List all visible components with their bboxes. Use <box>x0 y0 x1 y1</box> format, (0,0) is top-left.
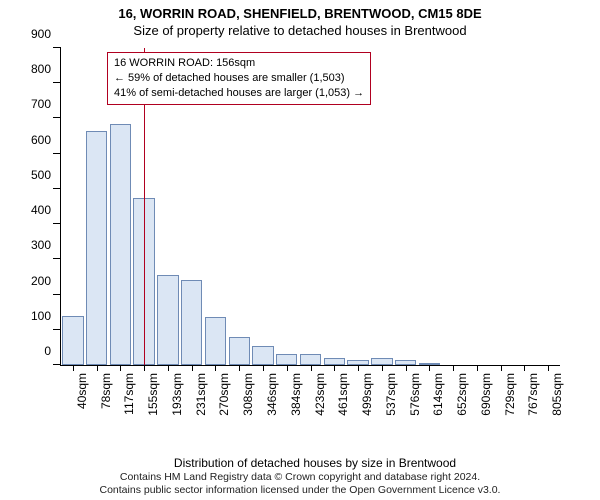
histogram-chart: Number of detached properties 0 100 200 … <box>60 48 570 418</box>
xtick-label: 78sqm <box>99 373 113 409</box>
ytick-label: 500 <box>31 168 61 182</box>
ytick-label: 600 <box>31 133 61 147</box>
ytick-label: 0 <box>44 344 61 358</box>
xtick-label: 270sqm <box>217 373 231 416</box>
ytick-label: 200 <box>31 274 61 288</box>
histogram-bar <box>300 354 321 365</box>
xtick-label: 537sqm <box>384 373 398 416</box>
histogram-bar <box>276 354 297 365</box>
bar-slot: 40sqm <box>61 48 85 365</box>
bar-slot: 805sqm <box>536 48 560 365</box>
histogram-bar <box>62 316 83 365</box>
subject-annotation-box: 16 WORRIN ROAD: 156sqm ← 59% of detached… <box>107 52 371 105</box>
xtick-label: 576sqm <box>408 373 422 416</box>
bar-slot: 690sqm <box>465 48 489 365</box>
xtick-label: 461sqm <box>336 373 350 416</box>
histogram-bar <box>157 275 178 365</box>
xtick-label: 652sqm <box>455 373 469 416</box>
xtick-label: 308sqm <box>241 373 255 416</box>
xtick-label: 384sqm <box>289 373 303 416</box>
annotation-line: ← 59% of detached houses are smaller (1,… <box>114 71 364 86</box>
xtick-label: 193sqm <box>170 373 184 416</box>
histogram-bar <box>324 358 345 365</box>
histogram-bar <box>205 317 226 365</box>
histogram-bar <box>181 280 202 365</box>
xtick-label: 499sqm <box>360 373 374 416</box>
ytick-label: 900 <box>31 27 61 41</box>
xtick-label: 729sqm <box>503 373 517 416</box>
annotation-line: 16 WORRIN ROAD: 156sqm <box>114 56 364 71</box>
bar-slot: 652sqm <box>441 48 465 365</box>
bar-slot: 767sqm <box>513 48 537 365</box>
xtick-label: 614sqm <box>431 373 445 416</box>
histogram-bar <box>86 131 107 365</box>
page-title-address: 16, WORRIN ROAD, SHENFIELD, BRENTWOOD, C… <box>0 0 600 21</box>
attribution-footer: Contains HM Land Registry data © Crown c… <box>0 471 600 497</box>
xtick-label: 423sqm <box>313 373 327 416</box>
xtick-label: 690sqm <box>479 373 493 416</box>
ytick-label: 800 <box>31 62 61 76</box>
histogram-bar <box>371 358 392 365</box>
xtick-label: 346sqm <box>265 373 279 416</box>
xtick-label: 117sqm <box>122 373 136 415</box>
ytick-label: 100 <box>31 309 61 323</box>
x-axis-label: Distribution of detached houses by size … <box>60 456 570 470</box>
xtick-label: 155sqm <box>146 373 160 416</box>
page-title-subtitle: Size of property relative to detached ho… <box>0 21 600 38</box>
annotation-line: 41% of semi-detached houses are larger (… <box>114 86 364 101</box>
histogram-bar <box>229 337 250 365</box>
footer-line: Contains public sector information licen… <box>0 484 600 497</box>
bar-slot: 576sqm <box>394 48 418 365</box>
bar-slot: 78sqm <box>85 48 109 365</box>
bar-slot: 729sqm <box>489 48 513 365</box>
bar-slot: 537sqm <box>370 48 394 365</box>
ytick-label: 700 <box>31 97 61 111</box>
ytick-label: 400 <box>31 203 61 217</box>
xtick-label: 40sqm <box>75 373 89 409</box>
histogram-bar <box>252 346 273 365</box>
xtick-label: 231sqm <box>194 373 208 416</box>
ytick-label: 300 <box>31 238 61 252</box>
xtick-label: 805sqm <box>550 373 564 416</box>
histogram-bar <box>110 124 131 365</box>
bar-slot: 614sqm <box>417 48 441 365</box>
footer-line: Contains HM Land Registry data © Crown c… <box>0 471 600 484</box>
xtick-label: 767sqm <box>526 373 540 416</box>
plot-area: 0 100 200 300 400 500 600 700 800 900 40… <box>60 48 560 366</box>
